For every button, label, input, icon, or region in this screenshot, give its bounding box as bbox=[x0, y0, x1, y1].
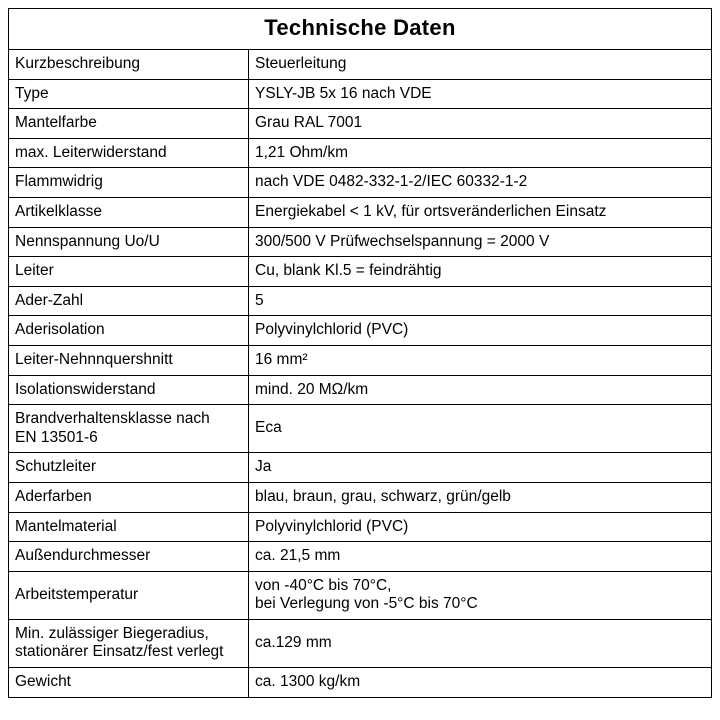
table-row: SchutzleiterJa bbox=[9, 453, 712, 483]
row-label: Schutzleiter bbox=[9, 453, 249, 483]
row-value: Ja bbox=[249, 453, 712, 483]
table-row: Min. zulässiger Biegeradius,stationärer … bbox=[9, 619, 712, 667]
row-label: Kurzbeschreibung bbox=[9, 50, 249, 80]
table-row: MantelfarbeGrau RAL 7001 bbox=[9, 109, 712, 139]
table-row: LeiterCu, blank Kl.5 = feindrähtig bbox=[9, 257, 712, 287]
table-row: Außendurchmesserca. 21,5 mm bbox=[9, 542, 712, 572]
row-value: 300/500 V Prüfwechselspannung = 2000 V bbox=[249, 227, 712, 257]
row-label: Leiter bbox=[9, 257, 249, 287]
row-label: max. Leiterwiderstand bbox=[9, 138, 249, 168]
table-row: Aderfarbenblau, braun, grau, schwarz, gr… bbox=[9, 482, 712, 512]
row-value: Cu, blank Kl.5 = feindrähtig bbox=[249, 257, 712, 287]
row-value: ca.129 mm bbox=[249, 619, 712, 667]
table-row: max. Leiterwiderstand1,21 Ohm/km bbox=[9, 138, 712, 168]
row-value: Polyvinylchlorid (PVC) bbox=[249, 512, 712, 542]
row-value: 1,21 Ohm/km bbox=[249, 138, 712, 168]
table-row: KurzbeschreibungSteuerleitung bbox=[9, 50, 712, 80]
row-label: Artikelklasse bbox=[9, 197, 249, 227]
row-label: Aderisolation bbox=[9, 316, 249, 346]
row-value: Polyvinylchlorid (PVC) bbox=[249, 316, 712, 346]
table-row: Brandverhaltensklasse nachEN 13501-6Eca bbox=[9, 405, 712, 453]
row-value: von -40°C bis 70°C,bei Verlegung von -5°… bbox=[249, 571, 712, 619]
technical-data-table: Technische Daten KurzbeschreibungSteuerl… bbox=[8, 8, 712, 698]
row-value: YSLY-JB 5x 16 nach VDE bbox=[249, 79, 712, 109]
row-label: Ader-Zahl bbox=[9, 286, 249, 316]
table-row: Flammwidrignach VDE 0482-332-1-2/IEC 603… bbox=[9, 168, 712, 198]
row-value: Energiekabel < 1 kV, für ortsveränderlic… bbox=[249, 197, 712, 227]
row-label: Brandverhaltensklasse nachEN 13501-6 bbox=[9, 405, 249, 453]
row-value: Eca bbox=[249, 405, 712, 453]
table-row: Ader-Zahl5 bbox=[9, 286, 712, 316]
row-value: 5 bbox=[249, 286, 712, 316]
table-body: KurzbeschreibungSteuerleitung TypeYSLY-J… bbox=[9, 50, 712, 698]
row-label: Flammwidrig bbox=[9, 168, 249, 198]
row-label: Außendurchmesser bbox=[9, 542, 249, 572]
table-row: Nennspannung Uo/U300/500 V Prüfwechselsp… bbox=[9, 227, 712, 257]
row-value: 16 mm² bbox=[249, 345, 712, 375]
table-row: ArtikelklasseEnergiekabel < 1 kV, für or… bbox=[9, 197, 712, 227]
table-row: TypeYSLY-JB 5x 16 nach VDE bbox=[9, 79, 712, 109]
row-label: Arbeitstemperatur bbox=[9, 571, 249, 619]
row-label: Type bbox=[9, 79, 249, 109]
table-row: AderisolationPolyvinylchlorid (PVC) bbox=[9, 316, 712, 346]
table-row: Isolationswiderstandmind. 20 MΩ/km bbox=[9, 375, 712, 405]
row-label: Min. zulässiger Biegeradius,stationärer … bbox=[9, 619, 249, 667]
row-value: ca. 1300 kg/km bbox=[249, 668, 712, 698]
row-label: Isolationswiderstand bbox=[9, 375, 249, 405]
table-title: Technische Daten bbox=[9, 9, 712, 50]
row-value: nach VDE 0482-332-1-2/IEC 60332-1-2 bbox=[249, 168, 712, 198]
row-label: Aderfarben bbox=[9, 482, 249, 512]
row-value: blau, braun, grau, schwarz, grün/gelb bbox=[249, 482, 712, 512]
table-row: Arbeitstemperaturvon -40°C bis 70°C,bei … bbox=[9, 571, 712, 619]
table-row: Gewichtca. 1300 kg/km bbox=[9, 668, 712, 698]
table-row: Leiter-Nehnnquershnitt16 mm² bbox=[9, 345, 712, 375]
row-label: Mantelmaterial bbox=[9, 512, 249, 542]
row-value: Steuerleitung bbox=[249, 50, 712, 80]
row-value: ca. 21,5 mm bbox=[249, 542, 712, 572]
row-label: Mantelfarbe bbox=[9, 109, 249, 139]
row-label: Nennspannung Uo/U bbox=[9, 227, 249, 257]
table-row: MantelmaterialPolyvinylchlorid (PVC) bbox=[9, 512, 712, 542]
row-label: Leiter-Nehnnquershnitt bbox=[9, 345, 249, 375]
row-value: mind. 20 MΩ/km bbox=[249, 375, 712, 405]
row-value: Grau RAL 7001 bbox=[249, 109, 712, 139]
row-label: Gewicht bbox=[9, 668, 249, 698]
